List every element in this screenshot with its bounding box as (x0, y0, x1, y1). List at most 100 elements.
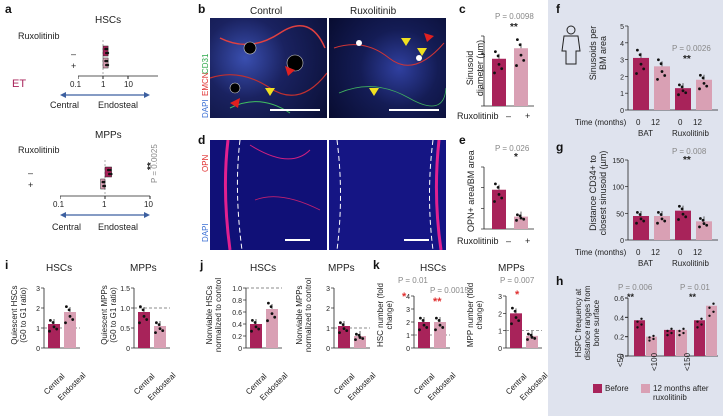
k-MPPs-dot (527, 332, 530, 336)
j-HSCs-ytick-label: 0 (238, 346, 242, 352)
stain-label-emcn: EMCN (201, 72, 210, 96)
panel-a-minus-1: – (71, 49, 77, 59)
panel-g-t12-b: 12 (693, 248, 702, 257)
i-MPPs-dot (154, 331, 157, 334)
c-bar (514, 48, 528, 106)
human-silhouette-icon (561, 25, 581, 65)
k-HSCs-ytick-label: 1 (406, 333, 410, 340)
j-HSCs-ytick-label: 1.0 (232, 286, 242, 293)
f-dot (659, 62, 663, 66)
panel-a-tick-0.1-1: 0.1 (70, 80, 82, 89)
j-HSCs-dot (250, 329, 253, 333)
f-dot (701, 76, 705, 80)
h-bar (694, 320, 705, 356)
j-HSCs-dot (254, 325, 258, 329)
panel-h-cat2: <100 (650, 352, 659, 371)
panel-a-stars-mpp: ** (146, 162, 157, 170)
c-dot (519, 53, 523, 57)
f-dot (702, 81, 706, 85)
panel-e-chart: 00.20.40.6 (480, 165, 534, 233)
g-dot (698, 225, 701, 229)
f-dot (684, 91, 688, 95)
g-dot (639, 217, 643, 221)
c-dot (515, 64, 518, 67)
c-dot (493, 71, 496, 75)
panel-f-t0-b: 0 (678, 118, 683, 127)
panel-e-ylabel: OPN+ area/BM area (466, 150, 476, 232)
i-HSCs-ytick-label: 2 (36, 306, 40, 313)
panel-a-background (0, 0, 195, 250)
panel-c-pval: P = 0.0098 (495, 12, 534, 21)
c-dot (496, 54, 500, 58)
g-dot (663, 219, 667, 223)
i-MPPs-ytick-label: 0.5 (120, 326, 130, 333)
g-dot (656, 221, 659, 225)
i-MPPs-dot (155, 321, 158, 325)
f-dot (705, 84, 709, 88)
panel-f-t0-a: 0 (636, 118, 641, 127)
panel-i-hsc-title: HSCs (46, 263, 73, 274)
k-MPPs-dot (511, 306, 514, 310)
panel-j-mpp-title: MPPs (328, 263, 355, 274)
panel-k-letter: k (373, 258, 380, 272)
j-MPPs-ytick-label: 2 (326, 306, 330, 313)
i-MPPs-dot (138, 321, 141, 325)
g-dot (657, 211, 660, 214)
j-MPPs-dot (339, 321, 342, 325)
panel-a-hsc-chart (78, 40, 158, 79)
panel-a-et-label: ET (12, 78, 27, 90)
j-HSCs-dot (273, 315, 277, 319)
j-HSCs-ytick-label: 0.6 (232, 310, 242, 317)
panel-f-group2: Ruxolitinib (672, 129, 709, 138)
panel-b-letter: b (198, 2, 206, 16)
i-MPPs-ytick-label: 1.5 (120, 286, 130, 293)
g-dot (635, 221, 638, 225)
f-ytick-label: 2 (620, 74, 624, 81)
f-dot (656, 78, 659, 81)
i-HSCs-dot (68, 314, 72, 318)
i-HSCs-dot (48, 329, 51, 333)
panel-i-hsc-chart: 0 1 2 3 (36, 286, 80, 352)
j-HSCs-bar (266, 309, 278, 348)
e-dot (518, 214, 522, 218)
panel-g-group1: BAT (638, 259, 653, 268)
f-dot (635, 72, 638, 75)
panel-a-mpp-chart (60, 160, 151, 199)
panel-d-letter: d (198, 133, 206, 147)
panel-a-endosteal-2: Endosteal (98, 222, 139, 232)
panel-a-central-1: Central (50, 100, 80, 110)
k-HSCs-dot (425, 326, 429, 329)
i-MPPs-dot (161, 329, 165, 333)
i-MPPs-bar (138, 312, 150, 348)
h-bar (634, 320, 645, 356)
panel-c-xlabel: Ruxolitinib (457, 111, 499, 121)
c-dot (494, 50, 497, 54)
j-HSCs-dot (251, 319, 254, 322)
micrograph-control-emcn (210, 18, 327, 118)
a-MPPs-dot (109, 172, 113, 176)
h-dot (708, 314, 711, 317)
a-MPPs-dot (106, 168, 110, 172)
h-dot (678, 333, 681, 337)
e-dot (522, 217, 526, 221)
panel-f-chart: 0 1 2 3 4 5 (620, 24, 718, 114)
i-HSCs-dot (64, 321, 67, 325)
micrograph-rux-emcn (329, 18, 446, 118)
i-MPPs-dot (142, 314, 146, 318)
k-HSCs-dot (437, 319, 441, 322)
f-bar (654, 66, 670, 110)
f-ytick-label: 4 (620, 41, 624, 48)
j-MPPs-dot (358, 336, 362, 339)
g-dot (636, 211, 639, 214)
g-ytick-label: 0 (620, 238, 624, 245)
k-MPPs-dot (513, 309, 517, 313)
legend-before: Before (605, 384, 629, 393)
panel-h-chart: 0 0.2 0.4 0.6 (614, 296, 718, 361)
panel-a-letter: a (5, 2, 12, 16)
i-MPPs-ytick-label: 0 (126, 346, 130, 352)
a-HSCs-dot (106, 51, 110, 55)
j-MPPs-dot (361, 337, 365, 340)
a-MPPs-dot (108, 168, 112, 172)
f-ytick-label: 1 (620, 91, 624, 98)
panel-f-t12-b: 12 (693, 118, 702, 127)
